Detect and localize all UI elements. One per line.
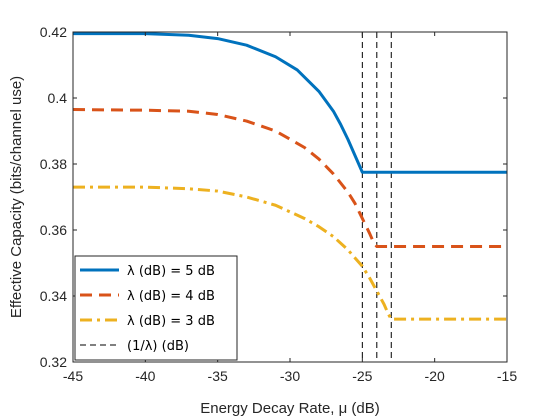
y-tick-label: 0.38 <box>40 156 67 172</box>
y-tick-label: 0.32 <box>40 354 67 370</box>
series-group <box>72 32 507 321</box>
ticks-group: -45 -40 -35 -30 -25 -20 -15 0.32 0.34 0.36 0.38 0.4… <box>40 24 518 384</box>
legend-box <box>74 255 238 361</box>
x-axis-label: Energy Decay Rate, μ (dB) <box>200 400 380 417</box>
x-tick-label: -25 <box>352 368 372 384</box>
x-tick-label: -35 <box>208 368 228 384</box>
series-line-1 <box>72 108 507 248</box>
legend-label-2: λ (dB) = 3 dB <box>127 314 215 329</box>
y-axis-label: Effective Capacity (bits/channel use) <box>8 76 25 318</box>
legend: λ (dB) = 5 dB λ (dB) = 4 dB λ (dB) = 3 dB (… <box>74 255 238 361</box>
y-tick-label: 0.36 <box>40 222 67 238</box>
reference-lines-group <box>361 32 392 362</box>
legend-label-1: λ (dB) = 4 dB <box>127 289 215 304</box>
x-tick-label: -30 <box>280 368 300 384</box>
legend-label-0: λ (dB) = 5 dB <box>127 264 215 279</box>
y-tick-label: 0.42 <box>40 24 67 40</box>
series-line-0 <box>73 32 507 174</box>
x-tick-label: -20 <box>425 368 445 384</box>
x-tick-label: -15 <box>497 368 517 384</box>
x-tick-label: -40 <box>135 368 155 384</box>
series-line-2 <box>73 185 507 321</box>
y-tick-label: 0.34 <box>40 288 67 304</box>
legend-label-3: (1/λ) (dB) <box>127 339 189 354</box>
y-tick-label: 0.4 <box>48 90 68 106</box>
x-tick-label: -45 <box>63 368 83 384</box>
